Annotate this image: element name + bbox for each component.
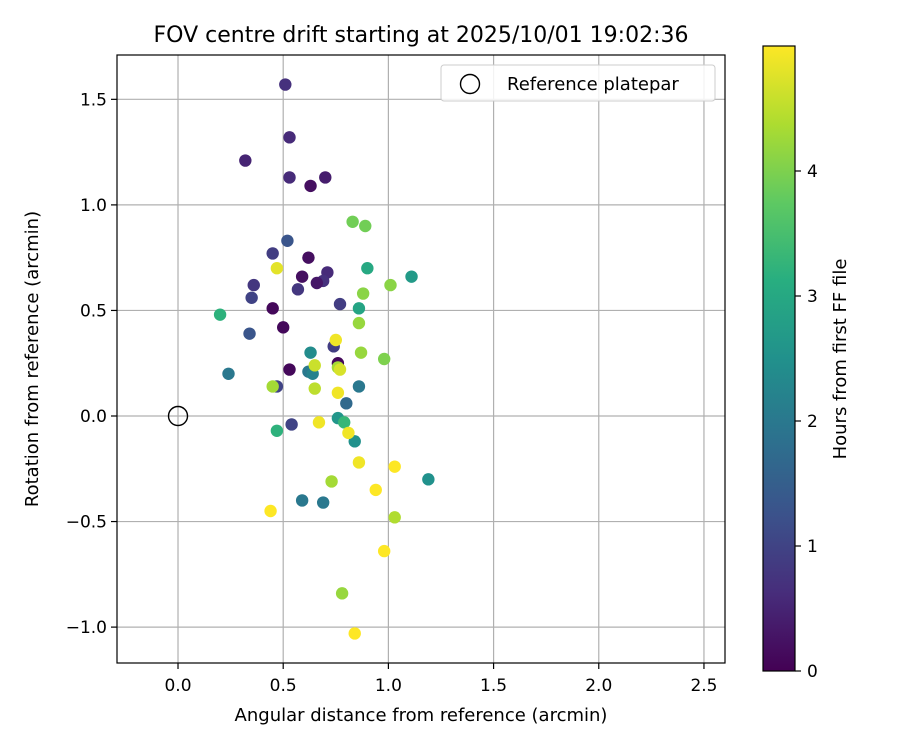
data-point	[281, 234, 294, 247]
data-point	[377, 544, 391, 558]
plot-frame	[116, 54, 726, 664]
data-point	[319, 171, 332, 184]
plot-area	[117, 55, 725, 663]
colorbar-tick-label: 0	[807, 662, 818, 682]
data-point	[352, 456, 366, 469]
data-point	[264, 504, 277, 518]
data-point	[348, 627, 361, 640]
data-point	[270, 424, 284, 437]
data-point	[266, 247, 279, 260]
data-point	[266, 380, 279, 393]
y-axis-label: Rotation from reference (arcmin)	[22, 211, 43, 507]
data-point	[388, 460, 401, 473]
data-point	[270, 262, 284, 275]
data-point	[279, 78, 292, 91]
y-tick-label: 0.5	[80, 301, 107, 321]
data-point	[310, 276, 324, 290]
reference-platepar-marker	[167, 405, 189, 427]
data-point	[285, 418, 298, 431]
colorbar: 0 1 2 3 4 Hours from first FF file	[762, 45, 851, 682]
data-point	[277, 321, 290, 334]
legend-label: Reference platepar	[507, 74, 679, 95]
colorbar-gradient	[763, 46, 795, 671]
data-point	[329, 333, 342, 347]
data-point	[335, 587, 349, 600]
x-axis-ticks: 0.0 0.5 1.0 1.5 2.0 2.5	[164, 663, 717, 696]
data-point	[291, 283, 305, 296]
x-tick-label: 1.0	[375, 676, 402, 696]
data-point	[325, 475, 338, 488]
data-point	[361, 262, 374, 275]
colorbar-label: Hours from first FF file	[830, 259, 851, 460]
data-point	[304, 346, 317, 359]
y-tick-label: 1.0	[80, 196, 107, 216]
y-tick-label: 0.0	[80, 407, 107, 427]
data-point	[295, 270, 309, 283]
data-point	[340, 397, 353, 410]
data-point	[316, 496, 330, 509]
data-point	[356, 287, 370, 300]
legend-reference-marker	[459, 73, 481, 95]
colorbar-tick-label: 1	[807, 537, 818, 557]
colorbar-tick-label: 3	[807, 287, 818, 307]
data-point	[213, 308, 227, 321]
chart-title: FOV centre drift starting at 2025/10/01 …	[154, 23, 689, 48]
data-point	[308, 359, 321, 372]
data-point	[283, 131, 296, 144]
data-point	[308, 382, 321, 395]
y-axis-ticks: −1.0 −0.5 0.0 0.5 1.0 1.5	[66, 90, 117, 638]
data-point	[222, 367, 235, 380]
colorbar-frame	[762, 45, 796, 672]
data-point	[384, 278, 397, 292]
data-point	[312, 416, 326, 429]
data-point	[405, 270, 418, 283]
data-point	[331, 386, 345, 399]
data-point	[333, 297, 347, 311]
data-point	[346, 215, 359, 228]
x-tick-label: 2.5	[690, 676, 717, 696]
data-point	[377, 352, 391, 366]
data-point	[283, 363, 296, 376]
data-point	[245, 291, 258, 304]
legend: Reference platepar	[440, 64, 716, 102]
data-point	[342, 426, 355, 440]
x-tick-label: 0.5	[270, 676, 297, 696]
data-point	[247, 278, 260, 292]
data-point	[283, 171, 296, 184]
data-point	[352, 302, 366, 315]
data-point	[333, 363, 347, 376]
data-point	[243, 327, 256, 340]
data-point	[302, 251, 315, 264]
data-points	[213, 78, 435, 640]
y-tick-label: −0.5	[66, 513, 107, 533]
data-point	[304, 179, 317, 193]
data-point	[338, 416, 351, 429]
data-point	[369, 483, 382, 497]
data-point	[388, 511, 401, 524]
x-tick-label: 2.0	[585, 676, 612, 696]
data-point	[354, 346, 368, 359]
data-point	[352, 316, 366, 330]
colorbar-tick-label: 4	[807, 162, 818, 182]
y-tick-label: 1.5	[80, 90, 107, 110]
data-point	[352, 380, 366, 393]
data-point	[422, 473, 435, 486]
colorbar-ticks: 0 1 2 3 4	[795, 162, 818, 682]
reference-point	[167, 405, 189, 427]
x-tick-label: 1.5	[480, 676, 507, 696]
data-point	[266, 302, 279, 315]
data-point	[348, 435, 361, 448]
x-axis-label: Angular distance from reference (arcmin)	[235, 705, 608, 726]
y-tick-label: −1.0	[66, 618, 107, 638]
data-point	[239, 154, 252, 167]
legend-box	[440, 64, 716, 102]
data-point	[359, 219, 372, 233]
data-point	[295, 494, 309, 507]
colorbar-tick-label: 2	[807, 412, 818, 432]
x-tick-label: 0.0	[164, 676, 191, 696]
